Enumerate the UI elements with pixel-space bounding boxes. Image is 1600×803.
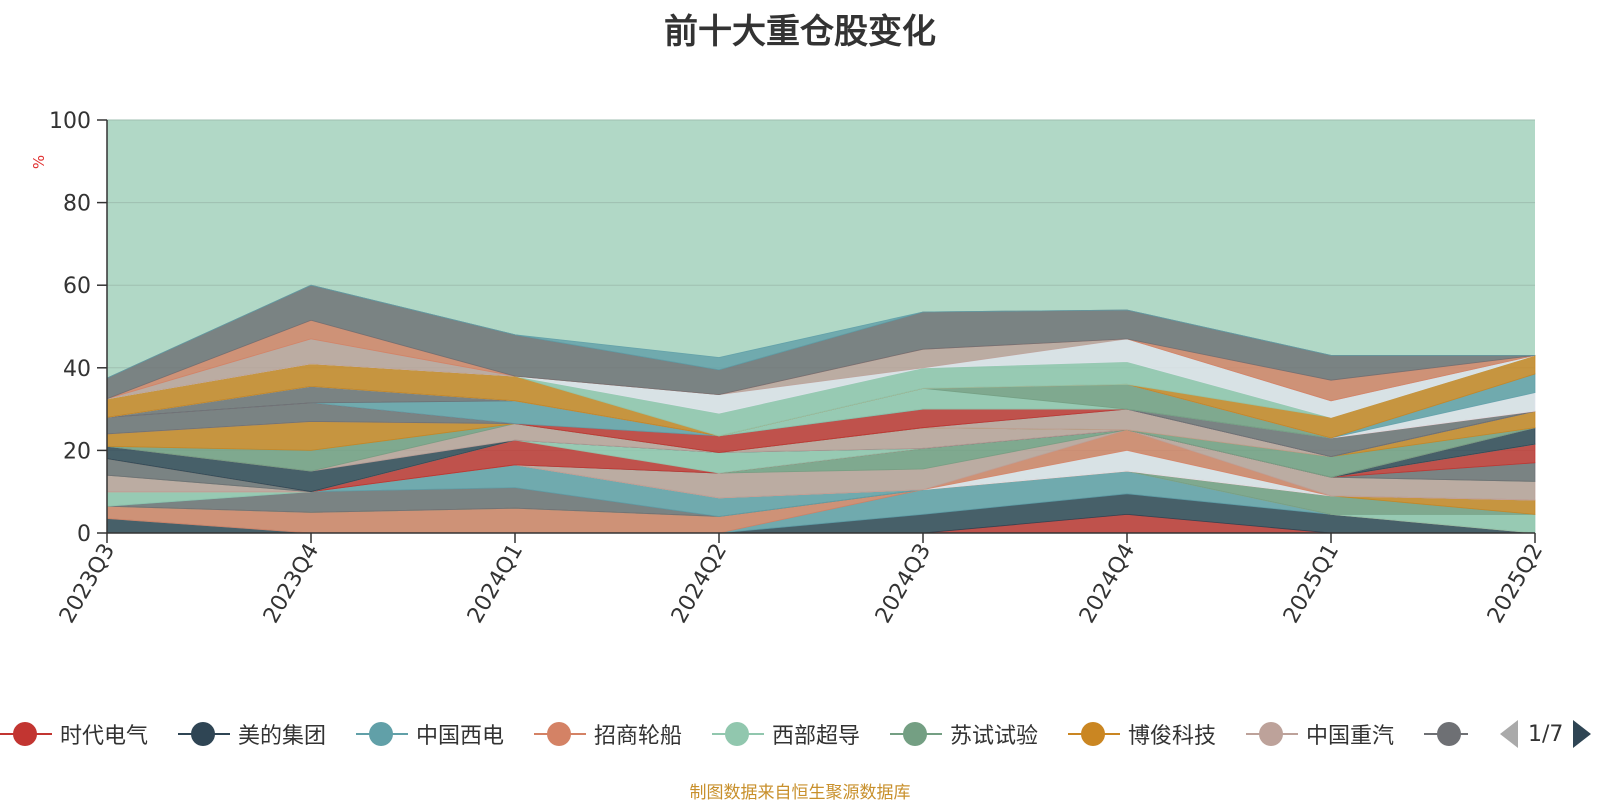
legend-item[interactable] — [1424, 716, 1468, 752]
legend-label: 招商轮船 — [594, 724, 683, 749]
legend-marker-icon — [1246, 716, 1298, 752]
x-tick-label: 2025Q1 — [1279, 540, 1344, 628]
legend-item[interactable]: 中国重汽 — [1246, 716, 1394, 752]
legend-marker-icon — [890, 716, 942, 752]
legend-item[interactable]: 博俊科技 — [1068, 716, 1216, 752]
legend-prev-page-icon[interactable] — [1500, 720, 1518, 748]
legend-item[interactable]: 招商轮船 — [534, 716, 682, 752]
legend-marker-icon — [0, 716, 52, 752]
y-tick-label: 80 — [63, 192, 91, 217]
x-tick-label: 2023Q4 — [259, 540, 324, 628]
legend-label: 博俊科技 — [1128, 724, 1217, 749]
x-tick-label: 2024Q2 — [667, 540, 732, 628]
legend-marker-icon — [178, 716, 230, 752]
y-tick-label: 0 — [77, 522, 91, 547]
legend-marker-icon — [356, 716, 408, 752]
legend-items: 时代电气 美的集团 中国西电 招商轮船 西部超导 苏试试验 博俊科技 中国重汽 — [0, 716, 1468, 756]
y-tick-label: 20 — [63, 439, 91, 464]
legend-marker-icon — [1068, 716, 1120, 752]
chart-title: 前十大重仓股变化 — [664, 12, 936, 52]
legend: 时代电气 美的集团 中国西电 招商轮船 西部超导 苏试试验 博俊科技 中国重汽 — [0, 716, 1600, 756]
y-tick-label: 100 — [49, 109, 91, 134]
legend-label: 西部超导 — [772, 724, 861, 749]
x-tick-label: 2025Q2 — [1483, 540, 1548, 628]
x-tick-label: 2024Q4 — [1075, 540, 1140, 628]
x-tick-label: 2024Q3 — [871, 540, 936, 628]
legend-page-indicator: 1/7 — [1528, 721, 1564, 747]
legend-label: 美的集团 — [238, 724, 327, 749]
legend-next-page-icon[interactable] — [1573, 720, 1592, 748]
legend-marker-icon — [1424, 716, 1468, 752]
y-tick-label: 60 — [63, 274, 91, 299]
legend-item[interactable]: 西部超导 — [712, 716, 860, 752]
legend-label: 时代电气 — [60, 724, 149, 749]
legend-item[interactable]: 美的集团 — [178, 716, 326, 752]
legend-pager: 1/7 — [1500, 716, 1592, 752]
legend-marker-icon — [712, 716, 764, 752]
legend-label: 苏试试验 — [950, 724, 1039, 749]
legend-label: 中国重汽 — [1306, 724, 1395, 749]
source-note: 制图数据来自恒生聚源数据库 — [689, 783, 911, 803]
x-tick-label: 2024Q1 — [463, 540, 528, 628]
legend-marker-icon — [534, 716, 586, 752]
x-tick-label: 2023Q3 — [55, 540, 120, 628]
stacked-area-chart: 0 20 40 60 80 100 2023Q3 2023Q4 2024Q1 2024Q2 2024… — [30, 109, 1548, 628]
y-tick-label: 40 — [63, 357, 91, 382]
area-series-39[interactable] — [106, 284, 1535, 379]
y-axis-unit-label: % — [30, 155, 48, 169]
legend-item[interactable]: 时代电气 — [0, 716, 148, 752]
legend-label: 中国西电 — [416, 724, 505, 749]
legend-item[interactable]: 苏试试验 — [890, 716, 1038, 752]
legend-item[interactable]: 中国西电 — [356, 716, 504, 752]
